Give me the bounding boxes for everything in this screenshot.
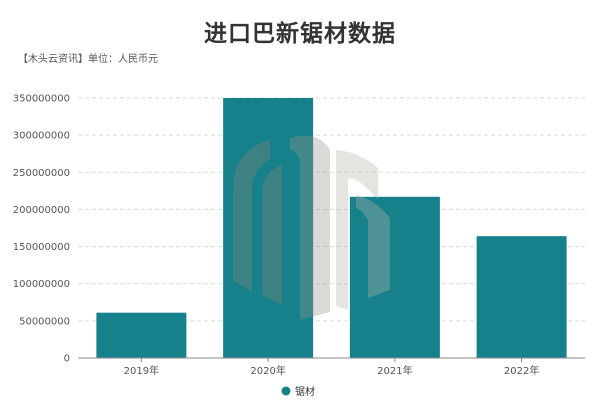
y-tick-label: 100000000 xyxy=(13,279,70,290)
y-tick-label: 0 xyxy=(64,354,70,365)
bars xyxy=(96,98,567,358)
legend-marker xyxy=(281,386,291,396)
y-tick-label: 200000000 xyxy=(13,205,70,216)
y-tick-label: 150000000 xyxy=(13,242,70,253)
x-tick-label: 2019年 xyxy=(124,364,159,377)
y-tick-label: 300000000 xyxy=(13,131,70,142)
y-tick-label: 350000000 xyxy=(13,94,70,105)
y-tick-label: 50000000 xyxy=(19,316,70,327)
legend: 锯材 xyxy=(281,385,315,398)
bar-2019年 xyxy=(96,312,187,358)
y-tick-label: 250000000 xyxy=(13,168,70,179)
source-note: 【木头云资讯】单位：人民币元 xyxy=(18,54,158,65)
chart-title: 进口巴新锯材数据 xyxy=(204,21,396,47)
x-tick-label: 2021年 xyxy=(377,364,412,377)
x-axis: 2019年 2020年 2021年 2022年 xyxy=(78,357,585,377)
wood-logo-icon xyxy=(233,135,390,320)
bar-2021年 xyxy=(349,196,440,358)
bar-2022年 xyxy=(476,236,567,358)
x-tick-label: 2022年 xyxy=(504,364,539,377)
legend-label: 锯材 xyxy=(295,385,315,398)
bar-2020年 xyxy=(223,98,314,358)
x-tick-label: 2020年 xyxy=(250,364,285,377)
